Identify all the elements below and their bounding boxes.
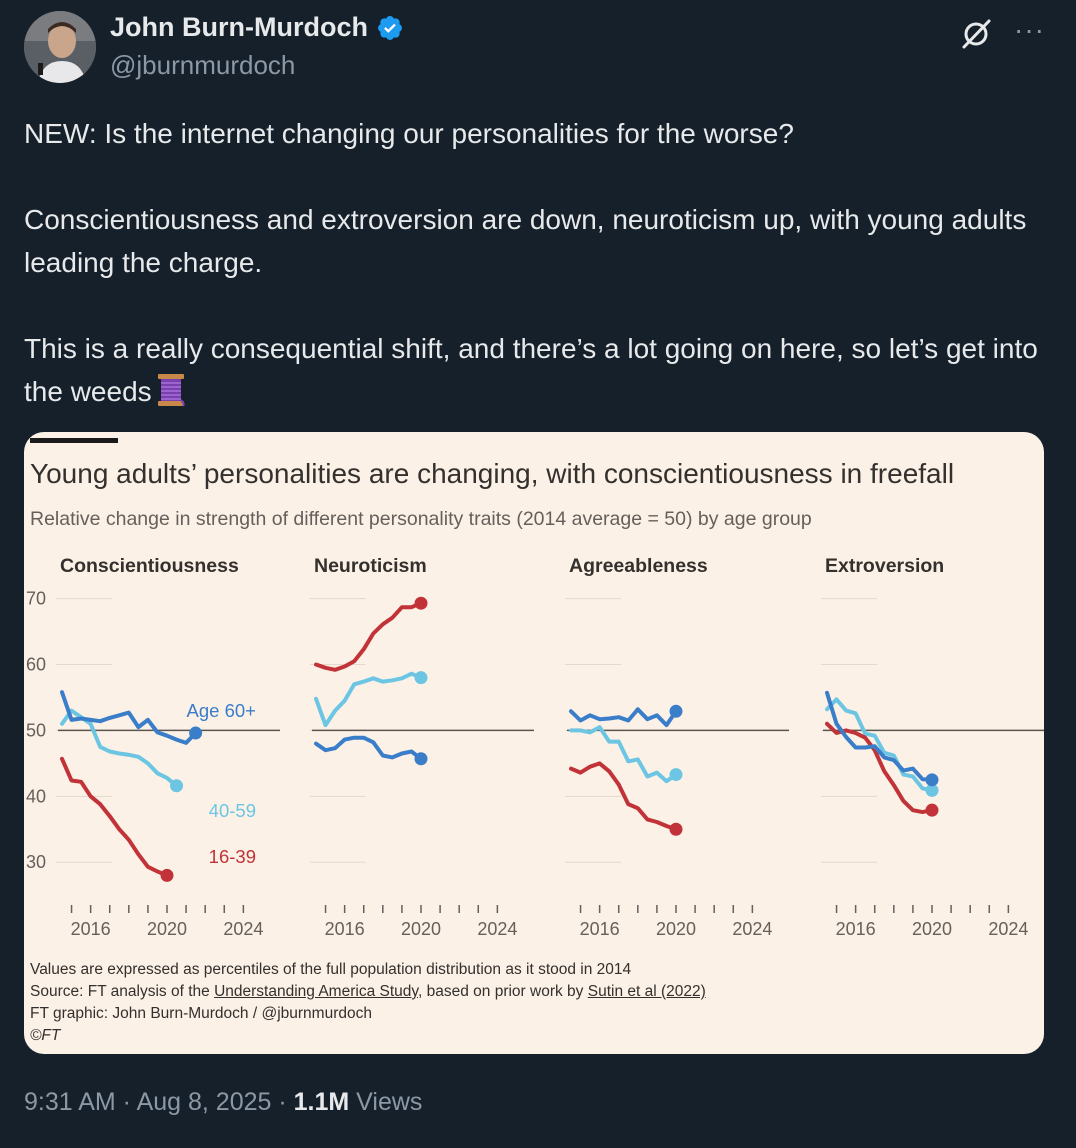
- y-tick-label: 50: [26, 720, 46, 740]
- more-icon[interactable]: ···: [1014, 14, 1045, 45]
- x-tick-label: 2020: [656, 919, 696, 939]
- ft-copyright: ©FT: [30, 1027, 61, 1044]
- panel-title: Agreeableness: [569, 555, 708, 577]
- series-endpoint-40-59: [170, 779, 184, 793]
- tweet-time[interactable]: 9:31 AM: [24, 1088, 116, 1116]
- series-line-age60: [825, 690, 934, 782]
- author-handle[interactable]: @jburnmurdoch: [110, 50, 296, 80]
- chart-subtitle: Relative change in strength of different…: [30, 508, 812, 530]
- series-endpoint-40-59: [669, 768, 683, 782]
- sutin-et-al-link[interactable]: Sutin et al (2022): [587, 983, 706, 1000]
- series-label: 16-39: [209, 846, 256, 867]
- avatar[interactable]: [24, 11, 96, 83]
- tweet-meta: 9:31 AM · Aug 8, 2025 · 1.1M Views: [24, 1088, 422, 1117]
- footnote-source: Source: FT analysis of the Understanding…: [30, 981, 706, 1003]
- y-tick-label: 40: [26, 786, 46, 806]
- x-tick-label: 2016: [836, 919, 876, 939]
- x-tick-label: 2020: [912, 919, 952, 939]
- views-count: 1.1M: [293, 1088, 350, 1116]
- x-tick-label: 2016: [325, 919, 365, 939]
- series-line-age60: [569, 707, 678, 728]
- series-line-16-39: [314, 601, 423, 672]
- ft-brand-bar: [30, 438, 118, 443]
- author-name[interactable]: John Burn-Murdoch: [110, 12, 368, 42]
- grok-icon[interactable]: [958, 16, 994, 52]
- tweet-text: NEW: Is the internet changing our person…: [24, 112, 1044, 413]
- series-line-40-59: [569, 725, 678, 784]
- series-line-16-39: [825, 721, 934, 815]
- chart-footnotes: Values are expressed as percentiles of t…: [30, 959, 706, 1047]
- series-endpoint-age60: [669, 704, 683, 718]
- panel-title: Neuroticism: [314, 555, 427, 577]
- series-endpoint-age60: [189, 726, 203, 740]
- series-label: 40-59: [209, 800, 256, 821]
- x-tick-label: 2024: [988, 919, 1028, 939]
- x-tick-label: 2016: [71, 919, 111, 939]
- tweet-date[interactable]: Aug 8, 2025: [136, 1088, 272, 1116]
- x-tick-label: 2020: [147, 919, 187, 939]
- footnote-source-prefix: Source: FT analysis of the: [30, 983, 215, 1000]
- series-endpoint-16-39: [160, 868, 174, 882]
- series-line-age60: [60, 690, 198, 745]
- series-endpoint-16-39: [925, 803, 939, 817]
- chart-title: Young adults’ personalities are changing…: [30, 458, 955, 489]
- chart-image-card[interactable]: Young adults’ personalities are changing…: [24, 432, 1044, 1054]
- avatar-image: [24, 11, 96, 83]
- spool-of-thread-icon: [157, 374, 185, 407]
- footnote-values: Values are expressed as percentiles of t…: [30, 961, 632, 978]
- understanding-america-study-link[interactable]: Understanding America Study: [214, 983, 418, 1000]
- series-line-age60: [314, 735, 423, 761]
- verified-badge-icon: [378, 15, 402, 40]
- panel-title: Conscientiousness: [60, 555, 239, 577]
- y-tick-label: 30: [26, 852, 46, 872]
- tweet-line-3-text: This is a really consequential shift, an…: [24, 333, 1038, 407]
- footnote-source-middle: , based on prior work by: [418, 983, 588, 1000]
- series-endpoint-age60: [925, 773, 939, 787]
- series-endpoint-40-59: [414, 671, 428, 685]
- panel-title: Extroversion: [825, 555, 944, 577]
- chart-plot-area: 30 40 50 60 70 Conscientiousness 2016 2020 2024 A…: [26, 555, 1044, 939]
- author-name-row[interactable]: John Burn-Murdoch: [110, 12, 404, 43]
- series-line-40-59: [314, 671, 423, 728]
- tweet-line-1: NEW: Is the internet changing our person…: [24, 118, 794, 149]
- meta-separator: ·: [115, 1088, 137, 1116]
- x-tick-label: 2024: [732, 919, 772, 939]
- views-label: Views: [349, 1088, 423, 1116]
- y-tick-label: 70: [26, 589, 46, 609]
- series-endpoint-16-39: [414, 596, 428, 610]
- series-label: Age 60+: [187, 700, 256, 721]
- series-line-16-39: [569, 761, 678, 832]
- x-tick-label: 2024: [477, 919, 517, 939]
- tweet-line-3: This is a really consequential shift, an…: [24, 327, 1044, 413]
- meta-separator: ·: [271, 1088, 294, 1116]
- y-tick-label: 60: [26, 655, 46, 675]
- series-line-16-39: [60, 756, 169, 878]
- series-line-40-59: [825, 697, 934, 793]
- x-tick-label: 2016: [580, 919, 620, 939]
- series-line-40-59: [60, 708, 179, 788]
- footnote-graphic-credit: FT graphic: John Burn-Murdoch / @jburnmu…: [30, 1005, 372, 1022]
- x-tick-label: 2020: [401, 919, 441, 939]
- series-endpoint-40-59: [925, 783, 939, 797]
- x-tick-label: 2024: [223, 919, 263, 939]
- series-endpoint-age60: [414, 752, 428, 766]
- series-endpoint-16-39: [669, 822, 683, 836]
- tweet-line-2: Conscientiousness and extroversion are d…: [24, 204, 1027, 278]
